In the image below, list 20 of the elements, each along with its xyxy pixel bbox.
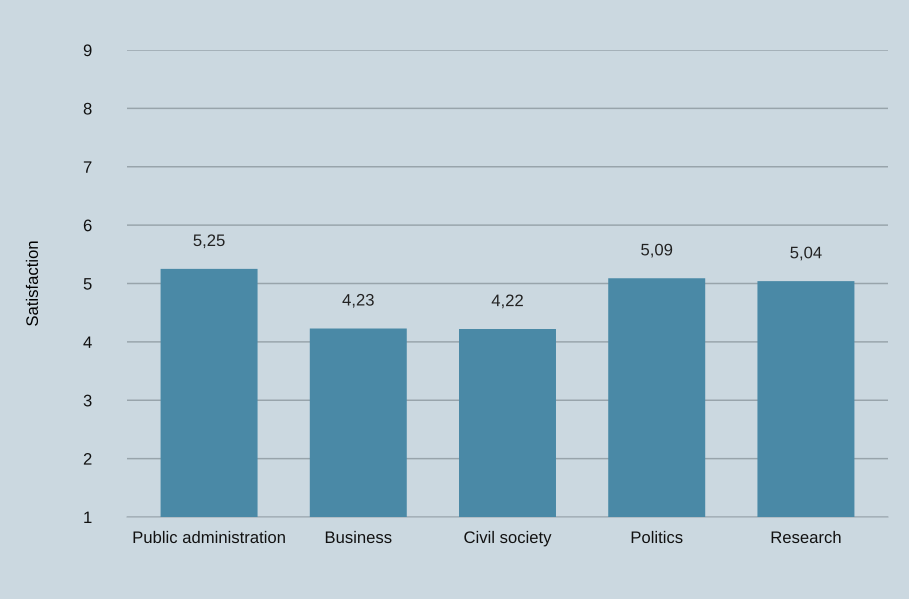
data-label: 5,25 [194, 234, 225, 248]
x-tick-label: Business [326, 530, 392, 544]
y-tick-label: 1 [84, 512, 92, 524]
y-tick-label: 7 [84, 161, 92, 173]
y-axis-title: Satisfaction [26, 242, 38, 326]
data-label: 4,23 [342, 294, 374, 308]
data-label: 4,22 [492, 294, 523, 308]
x-tick-label: Civil society [464, 530, 552, 546]
y-tick-label: 4 [83, 336, 92, 348]
y-tick-label: 5 [84, 278, 92, 290]
x-tick-label: Research [772, 530, 841, 544]
x-tick-label: Politics [632, 530, 683, 544]
data-label: 5,04 [790, 246, 822, 260]
y-tick-label: 9 [84, 44, 92, 56]
y-tick-label: 6 [84, 220, 92, 232]
y-tick-label: 8 [84, 102, 92, 115]
x-tick-label: Public administration [134, 530, 285, 544]
y-tick-label: 3 [84, 394, 92, 406]
data-label: 5,09 [641, 244, 672, 258]
y-tick-label: 2 [84, 453, 92, 465]
